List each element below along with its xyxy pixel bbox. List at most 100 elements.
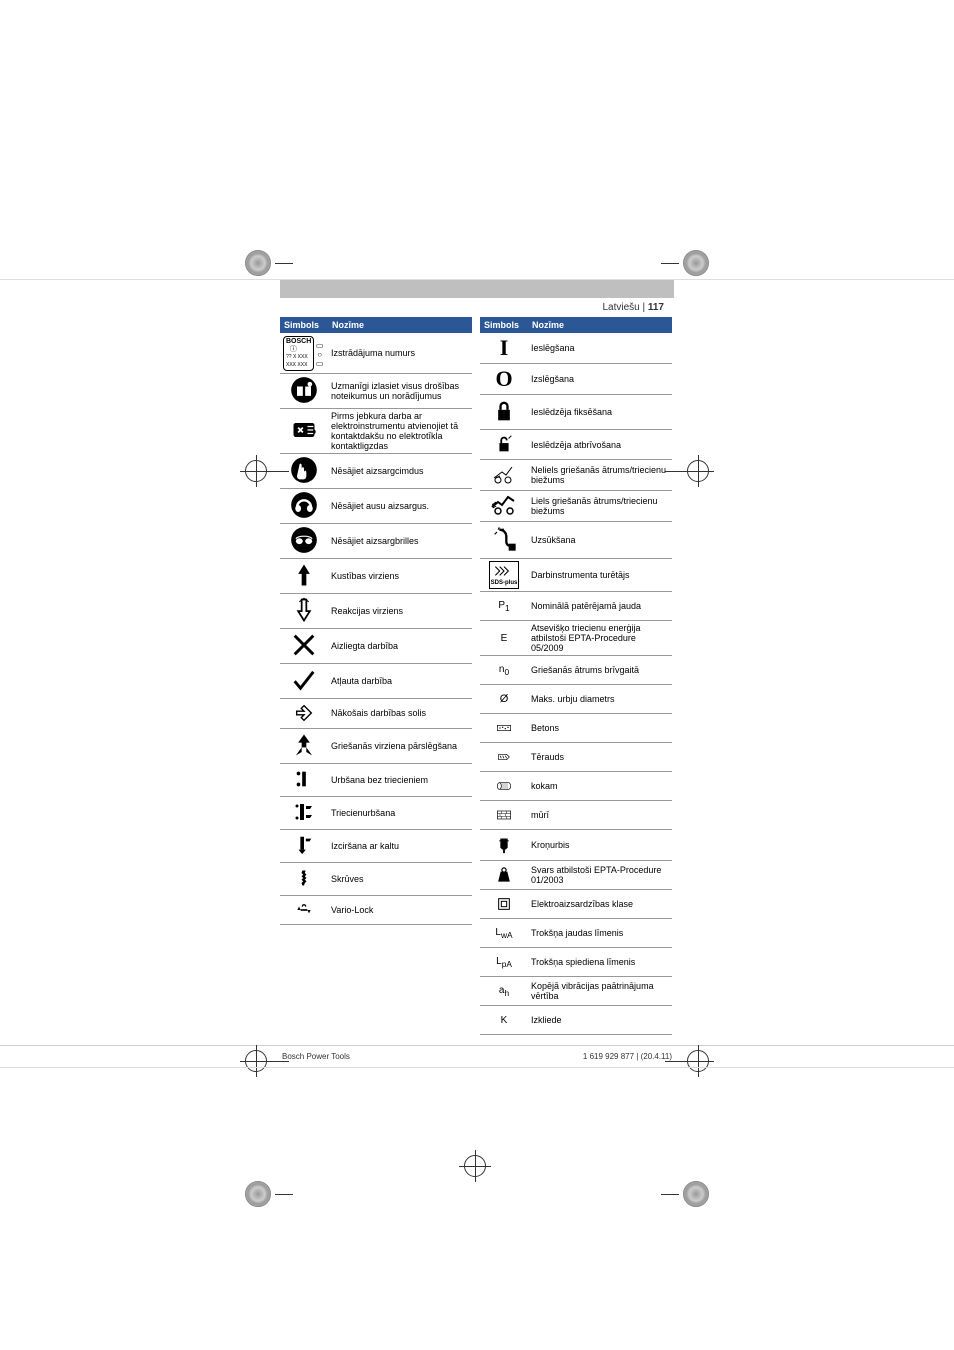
meaning-cell: Kroņurbis [528, 830, 672, 861]
table-row: Kustības virziens [280, 558, 472, 593]
meaning-cell: Pirms jebkura darba ar elektroinstrument… [328, 408, 472, 453]
registration-mark [245, 250, 293, 276]
meaning-cell: Svars atbilstoši EPTA-Procedure 01/2003 [528, 861, 672, 890]
wood-icon [480, 772, 528, 801]
table-row: n0Griešanās ātrums brīvgaitā [480, 656, 672, 685]
meaning-cell: Kustības virziens [328, 558, 472, 593]
table-row: Betons [480, 714, 672, 743]
drill-no-impact-icon [280, 763, 328, 796]
core-bit-icon [480, 830, 528, 861]
table-row: Nākošais darbības solis [280, 698, 472, 728]
table-row: Uzsūkšana [480, 522, 672, 559]
meaning-cell: Atļauta darbība [328, 663, 472, 698]
meaning-cell: Trokšņa spiediena līmenis [528, 948, 672, 977]
meaning-cell: Nēsājiet aizsargcimdus [328, 453, 472, 488]
table-row: Izciršana ar kaltu [280, 829, 472, 862]
table-row: Nēsājiet aizsargbrilles [280, 523, 472, 558]
table-row: KIzkliede [480, 1006, 672, 1035]
table-row: Tērauds [480, 743, 672, 772]
goggles-icon [280, 523, 328, 558]
ah-icon: ah [480, 977, 528, 1006]
meaning-cell: Tērauds [528, 743, 672, 772]
table-row: Urbšana bez triecieniem [280, 763, 472, 796]
meaning-cell: Liels griešanās ātrums/triecienu biežums [528, 491, 672, 522]
meaning-cell: Aizliegta darbība [328, 628, 472, 663]
meaning-cell: Trokšņa jaudas līmenis [528, 919, 672, 948]
hammer-drill-icon [280, 796, 328, 829]
th-meaning: Nozīme [528, 317, 672, 333]
meaning-cell: Nēsājiet aizsargbrilles [328, 523, 472, 558]
arrow-up-icon [280, 558, 328, 593]
table-row: Svars atbilstoši EPTA-Procedure 01/2003 [480, 861, 672, 890]
table-row: P1Nominālā patērējamā jauda [480, 592, 672, 621]
LwA-icon: LwA [480, 919, 528, 948]
meaning-cell: Atsevišķo triecienu enerģija atbilstoši … [528, 621, 672, 656]
low-speed-icon [480, 460, 528, 491]
reaction-arrow-icon [280, 593, 328, 628]
meaning-cell: Izslēgšana [528, 364, 672, 395]
meaning-cell: mūrī [528, 801, 672, 830]
page-footer: Bosch Power Tools 1 619 929 877 | (20.4.… [0, 1045, 954, 1067]
ear-protection-icon [280, 488, 328, 523]
sds-plus-icon: SDS-plus [480, 559, 528, 592]
meaning-cell: Urbšana bez triecieniem [328, 763, 472, 796]
meaning-cell: Uzmanīgi izlasiet visus drošības noteiku… [328, 373, 472, 408]
right-column: Simbols Nozīme IIeslēgšanaOIzslēgšanaIes… [480, 317, 672, 1035]
rotation-switch-icon [280, 728, 328, 763]
table-row: mūrī [480, 801, 672, 830]
table-row: LwATrokšņa jaudas līmenis [480, 919, 672, 948]
meaning-cell: Nominālā patērējamā jauda [528, 592, 672, 621]
I-icon: I [480, 333, 528, 364]
table-row: Aizliegta darbība [280, 628, 472, 663]
registration-mark [245, 460, 289, 482]
meaning-cell: Betons [528, 714, 672, 743]
meaning-cell: Nākošais darbības solis [328, 698, 472, 728]
table-row: IIeslēgšana [480, 333, 672, 364]
meaning-cell: Reakcijas virziens [328, 593, 472, 628]
th-meaning: Nozīme [328, 317, 472, 333]
table-row: OIzslēgšana [480, 364, 672, 395]
table-row: ahKopējā vibrācijas paātrinājuma vērtība [480, 977, 672, 1006]
header-banner [280, 280, 674, 298]
symbols-table-left: Simbols Nozīme BOSCH ⓘ?? X XXX XXX XXX▭ … [280, 317, 472, 925]
vacuum-icon [480, 522, 528, 559]
symbols-table-right: Simbols Nozīme IIeslēgšanaOIzslēgšanaIes… [480, 317, 672, 1035]
meaning-cell: Vario-Lock [328, 895, 472, 924]
registration-mark [245, 1181, 293, 1207]
meaning-cell: Neliels griešanās ātrums/triecienu biežu… [528, 460, 672, 491]
meaning-cell: Ieslēdzēja fiksēšana [528, 395, 672, 430]
table-row: Nēsājiet aizsargcimdus [280, 453, 472, 488]
table-row: Atļauta darbība [280, 663, 472, 698]
registration-mark [665, 460, 709, 482]
class2-icon [480, 890, 528, 919]
product-plate-icon: BOSCH ⓘ?? X XXX XXX XXX▭ ○ ▭ [280, 333, 328, 373]
table-row: BOSCH ⓘ?? X XXX XXX XXX▭ ○ ▭Izstrādājuma… [280, 333, 472, 373]
page-number: 117 [648, 302, 664, 313]
registration-mark [661, 1181, 709, 1207]
table-row: Vario-Lock [280, 895, 472, 924]
vario-lock-icon [280, 895, 328, 924]
meaning-cell: Triecienurbšana [328, 796, 472, 829]
concrete-icon [480, 714, 528, 743]
read-manual-icon [280, 373, 328, 408]
meaning-cell: Kopējā vibrācijas paātrinājuma vērtība [528, 977, 672, 1006]
meaning-cell: Darbinstrumenta turētājs [528, 559, 672, 592]
high-speed-icon [480, 491, 528, 522]
table-row: Ieslēdzēja fiksēšana [480, 395, 672, 430]
next-step-icon [280, 698, 328, 728]
meaning-cell: Griešanās virziena pārslēgšana [328, 728, 472, 763]
registration-mark [661, 250, 709, 276]
chisel-hammer-icon [280, 829, 328, 862]
table-row: Liels griešanās ātrums/triecienu biežums [480, 491, 672, 522]
table-row: Elektroaizsardzības klase [480, 890, 672, 919]
table-row: Kroņurbis [480, 830, 672, 861]
table-row: Griešanās virziena pārslēgšana [280, 728, 472, 763]
table-row: Reakcijas virziens [280, 593, 472, 628]
table-row: Ieslēdzēja atbrīvošana [480, 430, 672, 460]
table-row: SDS-plusDarbinstrumenta turētājs [480, 559, 672, 592]
table-row: Triecienurbšana [280, 796, 472, 829]
left-column: Simbols Nozīme BOSCH ⓘ?? X XXX XXX XXX▭ … [280, 317, 472, 1035]
lock-icon [480, 395, 528, 430]
LpA-icon: LpA [480, 948, 528, 977]
masonry-icon [480, 801, 528, 830]
